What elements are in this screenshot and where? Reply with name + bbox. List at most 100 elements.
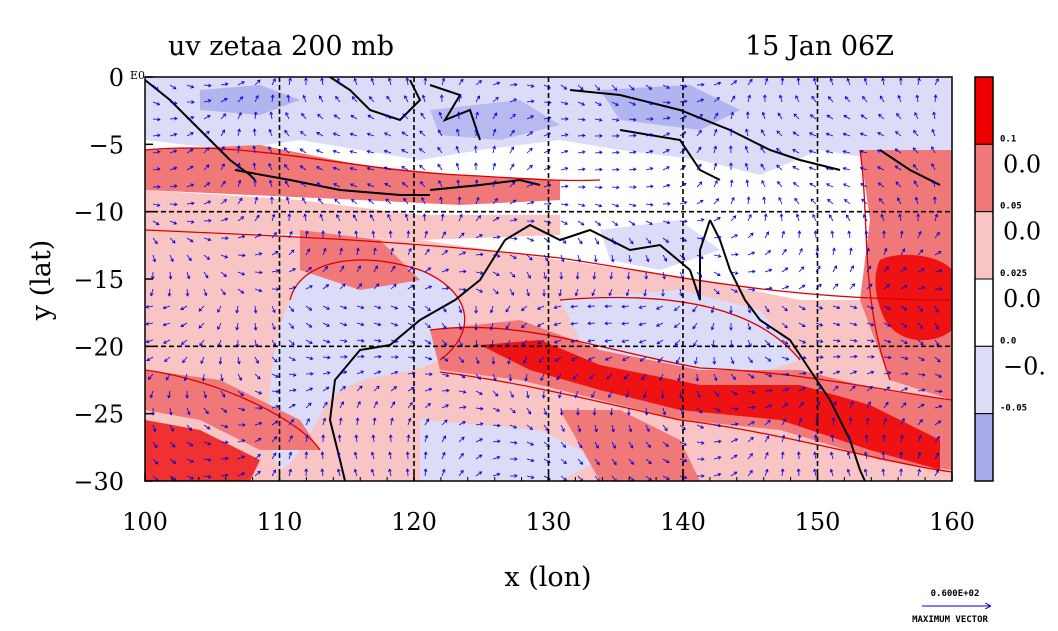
wind-vector — [165, 373, 171, 381]
wind-vector-head — [406, 434, 411, 438]
wind-vector — [762, 112, 766, 120]
wind-vector — [271, 232, 277, 239]
wind-vector — [917, 286, 925, 290]
wind-vector-head — [253, 310, 258, 314]
wind-vector — [355, 435, 358, 443]
wind-vector-head — [527, 275, 531, 279]
wind-vector — [321, 469, 324, 477]
wind-vector — [237, 235, 245, 239]
wind-vector-head — [749, 359, 753, 364]
wind-vector-head — [531, 219, 535, 224]
wind-vector-head — [222, 291, 226, 296]
wind-vector — [271, 305, 276, 313]
wind-vector — [730, 180, 733, 188]
wind-vector — [730, 112, 734, 120]
wind-vector-head — [937, 358, 941, 363]
wind-vector-head — [299, 148, 304, 152]
wind-vector-head — [367, 114, 372, 119]
wind-vector-head — [170, 428, 174, 432]
wind-vector — [305, 305, 312, 311]
wind-vector-head — [812, 213, 816, 218]
wind-vector — [237, 254, 246, 256]
wind-vector — [169, 220, 177, 225]
wind-vector — [764, 356, 771, 362]
wind-vector-head — [744, 162, 749, 167]
wind-vector — [458, 95, 462, 103]
wind-vector-head — [596, 461, 600, 466]
wind-vector-head — [174, 116, 178, 121]
wind-vector-head — [320, 468, 325, 472]
wind-vector-head — [683, 458, 688, 463]
wind-vector — [730, 407, 738, 410]
wind-vector-head — [156, 167, 161, 172]
wind-vector — [441, 452, 446, 460]
wind-vector — [321, 78, 324, 86]
colorbar-tick-label: 0.05 — [1000, 202, 1022, 212]
wind-vector — [203, 271, 209, 279]
wind-vector — [288, 78, 291, 86]
wind-vector-head — [819, 306, 824, 310]
wind-vector-head — [748, 213, 752, 218]
wind-vector — [832, 322, 840, 326]
wind-vector-head — [510, 292, 514, 296]
wind-vector — [645, 167, 653, 171]
wind-vector-head — [660, 395, 665, 399]
wind-vector-head — [802, 387, 806, 391]
wind-vector-head — [272, 452, 277, 457]
wind-vector-head — [460, 452, 464, 457]
wind-vector — [628, 254, 631, 262]
wind-vector — [322, 339, 330, 343]
wind-vector — [407, 322, 415, 327]
wind-vector — [284, 147, 290, 154]
wind-vector-head — [913, 129, 917, 134]
wind-vector-head — [564, 149, 569, 154]
wind-vector — [864, 452, 868, 460]
wind-vector-head — [308, 266, 312, 271]
x-tick-label: 100 — [122, 508, 168, 536]
wind-vector — [509, 181, 516, 188]
wind-vector — [458, 339, 463, 347]
wind-vector — [322, 248, 326, 256]
wind-vector-head — [861, 198, 865, 203]
x-tick-label: 120 — [391, 508, 437, 536]
wind-vector — [152, 203, 160, 206]
wind-vector-head — [802, 323, 806, 327]
wind-vector-head — [833, 265, 837, 269]
wind-vector — [492, 407, 500, 412]
wind-vector — [321, 452, 324, 460]
wind-vector-head — [896, 112, 900, 117]
wind-vector-head — [898, 213, 902, 218]
wind-vector-head — [810, 198, 815, 203]
wind-vector — [384, 150, 392, 154]
wind-vector-head — [366, 183, 371, 187]
wind-vector-head — [562, 444, 567, 448]
wind-vector-head — [326, 323, 330, 327]
wind-vector-head — [564, 101, 569, 106]
wind-vector-head — [887, 339, 892, 344]
wind-vector — [745, 146, 749, 154]
wind-vector-head — [442, 435, 446, 439]
wind-vector-head — [167, 293, 172, 297]
wind-vector-head — [512, 199, 517, 204]
wind-vector — [593, 407, 596, 416]
wind-vector — [390, 305, 398, 309]
wind-vector-head — [859, 166, 864, 171]
wind-vector-head — [275, 374, 279, 378]
wind-vector-head — [538, 359, 543, 363]
wind-vector — [186, 407, 191, 415]
wind-vector-head — [904, 387, 909, 391]
wind-vector-head — [921, 285, 926, 290]
wind-vector-head — [462, 251, 467, 255]
wind-vector — [305, 402, 312, 409]
wind-vector — [793, 182, 800, 188]
wind-vector-head — [615, 118, 620, 122]
wind-vector-head — [507, 360, 511, 365]
wind-vector-head — [776, 147, 780, 152]
wind-vector — [847, 78, 851, 86]
wind-vector — [696, 164, 702, 171]
wind-vector-head — [421, 196, 425, 201]
wind-vector — [300, 181, 307, 188]
wind-vector-head — [683, 475, 688, 480]
wind-vector-head — [155, 86, 159, 91]
wind-vector-head — [785, 356, 790, 361]
